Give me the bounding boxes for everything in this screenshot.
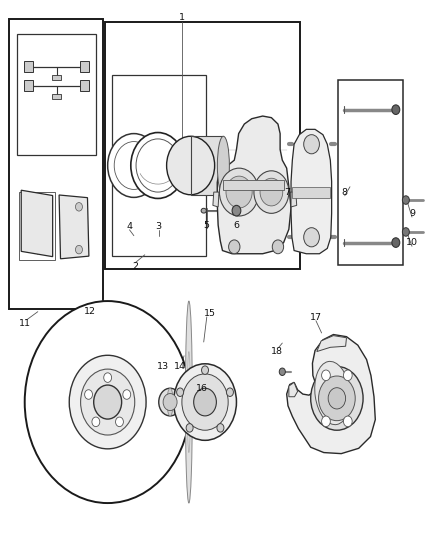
Circle shape	[304, 135, 319, 154]
Circle shape	[229, 240, 240, 254]
Polygon shape	[289, 382, 297, 397]
Text: 6: 6	[233, 221, 240, 230]
Bar	[24, 61, 33, 72]
Circle shape	[392, 238, 400, 247]
Circle shape	[217, 424, 224, 432]
Circle shape	[226, 176, 252, 208]
Text: 15: 15	[204, 309, 216, 318]
Text: 7: 7	[285, 188, 290, 197]
Text: 3: 3	[155, 222, 162, 231]
Text: 5: 5	[204, 221, 210, 230]
Circle shape	[81, 369, 135, 435]
Circle shape	[403, 196, 410, 204]
Bar	[17, 34, 96, 155]
Circle shape	[163, 393, 177, 410]
Circle shape	[69, 356, 146, 449]
Ellipse shape	[315, 361, 350, 425]
Circle shape	[219, 168, 259, 216]
Circle shape	[177, 388, 184, 397]
Bar	[223, 180, 284, 190]
Circle shape	[94, 385, 122, 419]
Text: 16: 16	[196, 384, 208, 393]
Circle shape	[343, 370, 352, 381]
Circle shape	[131, 133, 185, 198]
Text: 4: 4	[127, 222, 132, 231]
Circle shape	[116, 417, 124, 426]
Polygon shape	[287, 335, 375, 454]
Bar	[52, 75, 61, 80]
Text: 12: 12	[84, 307, 96, 316]
Circle shape	[123, 390, 131, 399]
Text: 9: 9	[409, 209, 415, 218]
Text: 17: 17	[310, 312, 322, 321]
Text: 14: 14	[174, 362, 186, 371]
Circle shape	[201, 366, 208, 374]
Polygon shape	[291, 192, 297, 207]
Circle shape	[232, 205, 241, 216]
Circle shape	[75, 245, 82, 254]
Circle shape	[321, 370, 330, 381]
Circle shape	[392, 105, 400, 115]
Text: 2: 2	[132, 262, 138, 271]
Circle shape	[279, 368, 286, 375]
Text: 11: 11	[19, 319, 31, 328]
Bar	[113, 75, 206, 256]
Circle shape	[173, 364, 237, 440]
Text: 18: 18	[271, 347, 283, 356]
Polygon shape	[21, 190, 53, 257]
Circle shape	[318, 376, 355, 421]
Circle shape	[328, 387, 346, 409]
Circle shape	[159, 388, 181, 416]
Bar	[80, 61, 89, 72]
Text: 1: 1	[179, 13, 185, 22]
Ellipse shape	[166, 136, 215, 195]
Text: 8: 8	[342, 188, 348, 197]
Circle shape	[260, 178, 283, 206]
Circle shape	[403, 228, 410, 236]
Circle shape	[182, 374, 228, 430]
Bar	[105, 22, 300, 269]
Circle shape	[272, 240, 284, 254]
Circle shape	[92, 417, 100, 426]
Bar	[10, 19, 103, 309]
Circle shape	[321, 416, 330, 427]
Bar	[24, 80, 33, 91]
Bar	[191, 136, 223, 195]
Ellipse shape	[201, 208, 206, 213]
Polygon shape	[291, 130, 332, 254]
Polygon shape	[59, 195, 89, 259]
Bar	[80, 80, 89, 91]
Circle shape	[226, 388, 233, 397]
Circle shape	[85, 390, 92, 399]
Circle shape	[254, 171, 289, 213]
Circle shape	[108, 134, 160, 197]
Ellipse shape	[167, 388, 173, 416]
Circle shape	[186, 424, 193, 432]
Circle shape	[179, 395, 189, 408]
Text: 13: 13	[157, 362, 169, 371]
Circle shape	[104, 373, 112, 382]
Circle shape	[343, 416, 352, 427]
Bar	[338, 80, 403, 265]
Ellipse shape	[182, 392, 186, 412]
Bar	[292, 187, 330, 198]
Bar	[52, 94, 61, 99]
Polygon shape	[317, 336, 346, 352]
Circle shape	[75, 203, 82, 211]
Circle shape	[311, 367, 363, 430]
Circle shape	[304, 228, 319, 247]
Polygon shape	[217, 116, 291, 254]
Polygon shape	[213, 192, 219, 207]
Text: 10: 10	[406, 238, 418, 247]
Ellipse shape	[185, 301, 192, 503]
Circle shape	[194, 388, 216, 416]
Ellipse shape	[217, 136, 230, 195]
Circle shape	[25, 301, 191, 503]
Bar	[191, 136, 223, 195]
